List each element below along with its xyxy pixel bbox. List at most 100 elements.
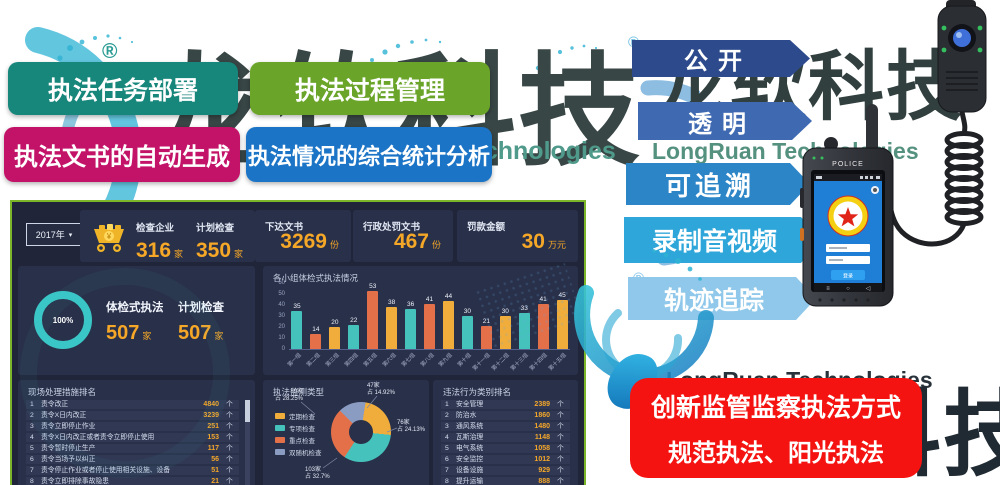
svg-text:¥: ¥: [106, 232, 112, 241]
feature-button-doc-autogen[interactable]: 执法文书的自动生成: [4, 127, 240, 182]
bar-group: 38 第六组: [381, 299, 398, 369]
rank-row: 8 提升运输 888 个: [441, 477, 570, 485]
feature-button-stat-analysis[interactable]: 执法情况的综合统计分析: [246, 127, 492, 182]
device-body: POLICE 登录 ≡ ○ ◁: [800, 104, 894, 307]
bar-group: 53 第五组: [362, 283, 379, 369]
gauge-ring: 100%: [34, 291, 92, 349]
bar-group: 21 第十一组: [472, 317, 493, 373]
bar: [329, 327, 341, 349]
nav-menu-icon: ≡: [826, 286, 830, 292]
pie-callout: 76家占 24.13%: [397, 420, 426, 433]
bar-group: 41 第十四组: [529, 295, 549, 373]
rank-list-rows: 1 安全管理 2389 个 2 防治水 1860 个 3 通风系统 1480 个 4 瓦斯治理 1148 个 5…: [441, 400, 570, 485]
legend-swatch: [275, 425, 285, 431]
slogan-line2: 规范执法、阳光执法: [668, 440, 884, 467]
scrollbar-track: [245, 400, 250, 485]
rank-row: 2 责令X日内改正 3239 个: [26, 411, 239, 420]
rank-row: 1 安全管理 2389 个: [441, 400, 570, 409]
stat-unit: 家: [234, 249, 244, 259]
stat-label: 计划检查: [196, 223, 235, 234]
arrow-tag-public[interactable]: 公开: [632, 40, 810, 77]
bar: [310, 333, 322, 349]
year-select[interactable]: 2017年 ▾: [26, 223, 82, 246]
gauge-stat-label: 计划检查: [178, 302, 224, 314]
stat-unit: 万元: [547, 240, 566, 250]
chevron-down-icon: ▾: [68, 231, 73, 239]
stat-label: 下达文书: [265, 222, 304, 233]
bar: [424, 303, 436, 349]
pie-callout-lines: [300, 395, 398, 469]
bar-group: 30 第十组: [457, 308, 474, 369]
login-password-input[interactable]: [826, 256, 870, 264]
feature-button-process-mgmt[interactable]: 执法过程管理: [250, 62, 490, 115]
gauge-stat-unit: 家: [142, 331, 152, 341]
stat-card-fines: 罚款金额 30 万元: [457, 210, 578, 262]
legend-item: 定期检查: [275, 410, 322, 422]
stat-value: 30: [521, 230, 545, 253]
rank-row: 2 防治水 1860 个: [441, 411, 570, 420]
nav-back-icon: ◁: [866, 286, 871, 292]
registered-mark: ®: [102, 40, 118, 63]
bar: [367, 291, 379, 349]
bar: [386, 307, 398, 349]
svg-text:登录: 登录: [843, 273, 853, 280]
stat-label: 罚款金额: [467, 222, 506, 233]
rank-row: 4 责令X日内改正或者责令立即停止使用 153 个: [26, 433, 239, 442]
login-button[interactable]: [831, 270, 865, 280]
gauge-stat-label: 体检式执法: [106, 302, 164, 314]
rank-row: 3 通风系统 1480 个: [441, 422, 570, 431]
stat-label: 行政处罚文书: [363, 222, 421, 233]
pie-chart-card: 执法监测类型 定期检查 专项检查 重点检查 双随机检查 47家占 14.92% 76家…: [263, 380, 429, 485]
rank-row: 6 责令当场予以纠正 56 个: [26, 455, 239, 464]
bar-group: 30 第十二组: [491, 308, 511, 373]
bar-chart-title: 各小组体检式执法情况: [273, 273, 359, 283]
rank-row: 7 责令停止作业或者停止使用相关设施、设备 51 个: [26, 466, 239, 475]
scrollbar-thumb[interactable]: [245, 400, 250, 422]
stat-value: 316: [136, 239, 172, 262]
stat-unit: 份: [329, 240, 339, 250]
login-username-input[interactable]: [826, 244, 870, 252]
bar: [348, 324, 360, 349]
rank-list-title: 现场处理措施排名: [28, 387, 97, 397]
bar-chart-card: 各小组体检式执法情况 60 50 40 30 20 10 0 35 第一组 14 第二组 20 第三组…: [263, 266, 578, 375]
pie-callout: 103家占 32.7%: [305, 467, 330, 480]
legend-swatch: [275, 449, 285, 455]
bar: [291, 310, 303, 349]
stat-value: 467: [393, 230, 429, 253]
bar-group: 33 第十三组: [510, 304, 530, 373]
slogan-line1: 创新监管监察执法方式: [650, 394, 901, 422]
bar: [405, 309, 417, 349]
rank-row: 6 安全监控 1012 个: [441, 455, 570, 464]
bar: [537, 303, 549, 349]
legend-item: 重点检查: [275, 434, 322, 446]
device-screen[interactable]: 登录 ≡ ○ ◁: [811, 170, 885, 292]
legend-item: 双随机检查: [275, 446, 322, 458]
feature-button-task-deploy[interactable]: 执法任务部署: [8, 62, 238, 115]
gauge-stat-unit: 家: [214, 331, 224, 341]
pie-callout: 47家占 14.92%: [367, 383, 396, 396]
bar-group: 44 第九组: [438, 292, 455, 369]
bar-group: 45 第十五组: [547, 291, 568, 373]
stat-card-inspections: ¥ 检查企业 316 家 计划检查 350 家: [80, 210, 255, 262]
pie-chart-hole: [349, 420, 373, 444]
device-brand-label: POLICE: [832, 161, 864, 168]
dashboard-screenshot: 2017年 ▾ ¥ 检查企业 316 家 计划检查 350 家: [10, 200, 586, 485]
bar: [518, 312, 530, 349]
stat-value: 3269: [280, 230, 327, 253]
gauge-percent: 100%: [52, 315, 74, 325]
mine-cart-icon: ¥: [94, 224, 124, 252]
gauge-stat-value: 507: [106, 322, 140, 344]
year-select-value: 2017年: [35, 230, 65, 240]
bar-chart-yaxis: 60 50 40 30 20 10 0: [278, 280, 285, 352]
stat-card-documents: 下达文书 3269 份: [255, 210, 351, 262]
bar: [442, 300, 454, 349]
bar: [556, 299, 568, 349]
stat-unit: 份: [431, 240, 441, 250]
pie-legend: 定期检查 专项检查 重点检查 双随机检查: [275, 410, 322, 458]
stat-card-penalty-docs: 行政处罚文书 467 份: [353, 210, 453, 262]
pie-chart-title: 执法监测类型: [273, 387, 325, 397]
bar-group: 35 第一组: [286, 302, 303, 369]
bar-group: 22 第四组: [343, 316, 360, 369]
coiled-cable: [887, 111, 984, 247]
legend-swatch: [275, 437, 285, 443]
